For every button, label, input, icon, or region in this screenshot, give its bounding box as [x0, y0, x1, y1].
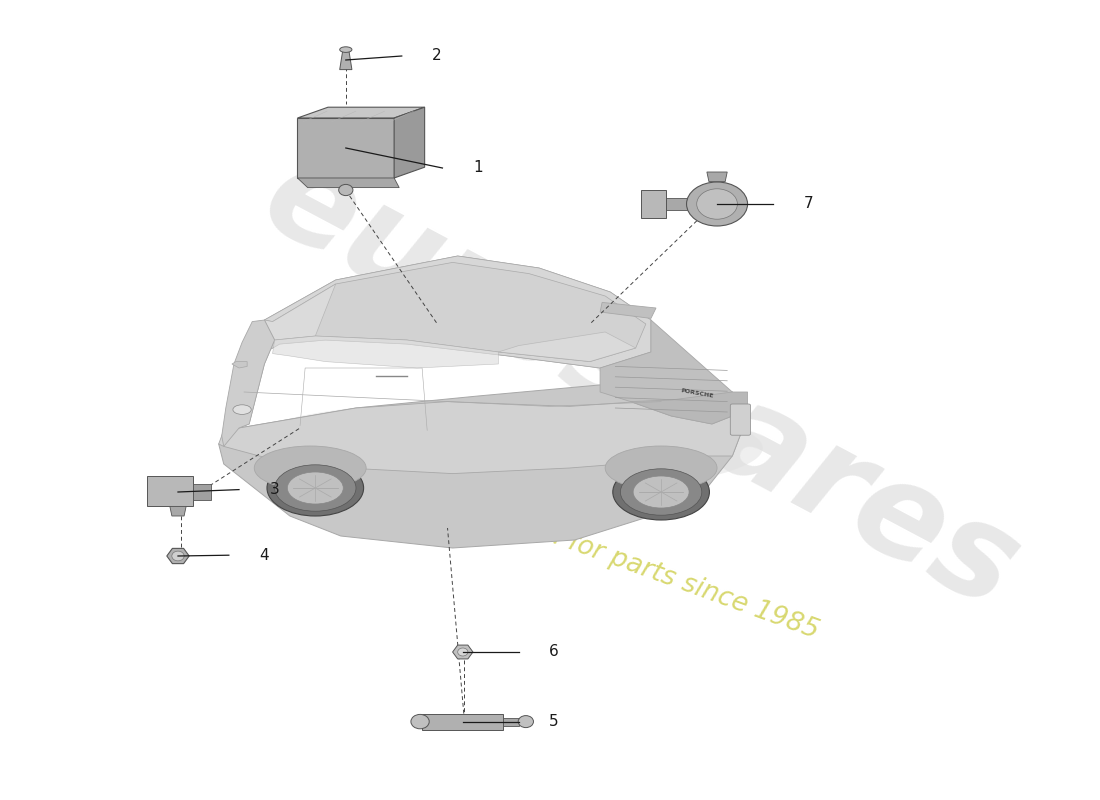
Ellipse shape — [605, 446, 717, 490]
Polygon shape — [229, 256, 651, 428]
Polygon shape — [232, 362, 248, 368]
Ellipse shape — [620, 469, 702, 515]
Ellipse shape — [613, 464, 710, 520]
Polygon shape — [394, 107, 425, 178]
Text: 3: 3 — [270, 482, 279, 497]
Ellipse shape — [340, 46, 352, 52]
Text: 1: 1 — [473, 161, 483, 175]
Polygon shape — [167, 548, 189, 564]
Polygon shape — [630, 392, 748, 424]
Polygon shape — [169, 506, 186, 516]
Text: 6: 6 — [549, 645, 559, 659]
Polygon shape — [222, 320, 275, 446]
Polygon shape — [194, 484, 210, 500]
Polygon shape — [601, 302, 656, 318]
Text: eurospares: eurospares — [242, 132, 1040, 636]
Polygon shape — [297, 118, 394, 178]
FancyBboxPatch shape — [730, 404, 750, 435]
Ellipse shape — [411, 714, 429, 729]
Ellipse shape — [267, 460, 364, 516]
Text: 2: 2 — [432, 49, 442, 63]
Text: 5: 5 — [549, 714, 559, 729]
Ellipse shape — [234, 400, 762, 496]
Text: a passion for parts since 1985: a passion for parts since 1985 — [439, 484, 822, 644]
Text: PORSCHE: PORSCHE — [680, 388, 714, 399]
Ellipse shape — [518, 715, 534, 728]
Polygon shape — [707, 172, 727, 182]
Circle shape — [339, 184, 353, 196]
Polygon shape — [498, 332, 636, 362]
Polygon shape — [452, 645, 473, 659]
Polygon shape — [504, 718, 519, 726]
Ellipse shape — [275, 465, 356, 511]
Ellipse shape — [254, 446, 366, 490]
Polygon shape — [297, 107, 425, 118]
Polygon shape — [422, 714, 504, 730]
Polygon shape — [273, 336, 498, 368]
Circle shape — [172, 551, 184, 561]
Ellipse shape — [696, 189, 737, 219]
Text: 7: 7 — [803, 197, 813, 211]
Circle shape — [458, 648, 468, 656]
Text: 4: 4 — [260, 548, 270, 562]
Polygon shape — [641, 190, 667, 218]
Ellipse shape — [233, 405, 251, 414]
Polygon shape — [219, 256, 748, 474]
Ellipse shape — [287, 472, 343, 504]
Ellipse shape — [686, 182, 748, 226]
Polygon shape — [264, 284, 336, 340]
Ellipse shape — [634, 476, 689, 508]
Polygon shape — [147, 476, 194, 506]
Polygon shape — [667, 198, 686, 210]
Polygon shape — [340, 50, 352, 70]
Polygon shape — [601, 320, 733, 424]
Polygon shape — [219, 384, 748, 548]
Polygon shape — [297, 178, 399, 188]
